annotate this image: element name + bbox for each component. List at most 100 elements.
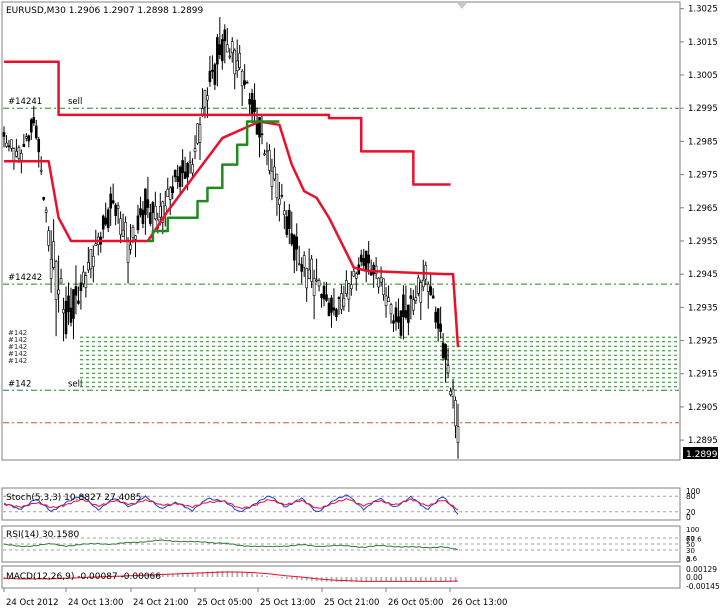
macd-bar <box>166 573 169 578</box>
macd-bar <box>380 577 383 582</box>
price-tick-label: 1.2925 <box>688 337 718 347</box>
candle-body <box>235 60 239 71</box>
price-badge: 1.2899 <box>686 450 718 460</box>
candle-body <box>320 294 323 298</box>
time-tick-label: 26 Oct 13:00 <box>452 598 507 608</box>
candle-body <box>335 309 338 318</box>
candle-body <box>372 264 375 275</box>
candle-body <box>25 136 28 139</box>
candle-body <box>352 270 356 277</box>
time-tick-label: 25 Oct 05:00 <box>197 598 252 608</box>
macd-bar <box>246 572 249 578</box>
macd-bar <box>350 577 353 582</box>
price-tick-label: 1.2995 <box>688 104 718 114</box>
candle-body <box>292 234 296 261</box>
candle-body <box>17 147 21 159</box>
candle-body <box>359 254 363 262</box>
candle-body <box>84 275 88 288</box>
stoch-tick-label: 100 <box>686 487 701 496</box>
price-pane[interactable] <box>1 1 681 461</box>
candle-body <box>116 205 120 209</box>
candle-body <box>57 289 60 295</box>
macd-bar <box>147 574 149 578</box>
macd-bar <box>77 576 80 578</box>
candle-body <box>439 323 442 332</box>
candle-body <box>144 188 147 215</box>
price-tick-label: 1.2905 <box>688 403 718 413</box>
macd-bar <box>62 577 65 579</box>
candle-body <box>330 297 333 313</box>
chart-shift-marker[interactable] <box>457 3 467 9</box>
candle-body <box>253 99 256 112</box>
candle-body <box>136 215 140 231</box>
candle-body <box>402 294 405 317</box>
macd-pane[interactable] <box>1 565 681 589</box>
candle-body <box>446 365 450 374</box>
candle-body <box>22 143 26 148</box>
candle-body <box>37 138 41 153</box>
macd-bar <box>67 577 70 579</box>
candle-body <box>146 199 150 208</box>
rsi-tick-label: 3.6 <box>686 555 698 563</box>
candle-body <box>431 295 435 299</box>
candle-body <box>191 164 194 174</box>
macd-bar <box>385 577 388 582</box>
candle-body <box>449 391 452 395</box>
candle-body <box>392 320 395 324</box>
candle-body <box>434 311 437 323</box>
candle-body <box>114 204 117 217</box>
candle-body <box>12 148 16 161</box>
candle-body <box>67 295 70 313</box>
price-tick-label: 1.2895 <box>688 436 718 446</box>
macd-signal-line <box>3 571 459 582</box>
candle-body <box>295 236 299 250</box>
candle-body <box>436 308 440 329</box>
macd-bar <box>157 574 159 578</box>
macd-bar <box>201 571 204 578</box>
macd-bar <box>137 575 139 578</box>
macd-bar <box>266 575 268 578</box>
price-tick-label: 1.2985 <box>688 137 718 147</box>
macd-bar <box>405 577 407 582</box>
rsi-tick-label: 30 <box>686 547 695 555</box>
candle-body <box>317 280 321 287</box>
candle-body <box>404 310 408 318</box>
stoch-pane[interactable] <box>1 487 681 521</box>
candle-body <box>263 153 266 156</box>
macd-bar <box>415 577 417 582</box>
rsi-line <box>3 539 459 551</box>
candle-body <box>337 297 341 300</box>
macd-bar <box>236 571 239 578</box>
indicator-lines <box>4 60 460 348</box>
candle-body <box>454 400 457 427</box>
candle-body <box>82 271 85 285</box>
candle-body <box>283 210 286 215</box>
candle-body <box>305 268 308 289</box>
macd-bar <box>87 576 90 578</box>
candle-body <box>208 70 212 83</box>
candle-body <box>29 119 33 133</box>
candle-body <box>111 200 115 204</box>
candle-body <box>106 209 110 228</box>
candle-body <box>59 278 63 284</box>
candle-body <box>126 241 130 263</box>
zone-level-label: #142 <box>8 329 27 337</box>
macd-bar <box>429 577 432 581</box>
macd-bar <box>226 570 229 578</box>
zone-level-label: #142 <box>8 357 27 365</box>
candle-body <box>124 222 127 241</box>
candle-body <box>426 283 430 292</box>
time-axis: 24 Oct 2012 24 Oct 13:00 24 Oct 21:00 25 Oc… <box>3 588 507 608</box>
macd-bar <box>434 577 437 582</box>
macd-bar <box>355 577 358 582</box>
candle-body <box>171 186 174 193</box>
price-tick-label: 1.2915 <box>688 370 718 380</box>
macd-bar <box>345 577 348 582</box>
price-badge-bg <box>683 447 718 459</box>
candle-body <box>20 153 23 162</box>
macd-bar <box>410 577 412 582</box>
candle-body <box>397 316 400 323</box>
candle-body <box>42 197 45 200</box>
candle-body <box>382 278 385 295</box>
